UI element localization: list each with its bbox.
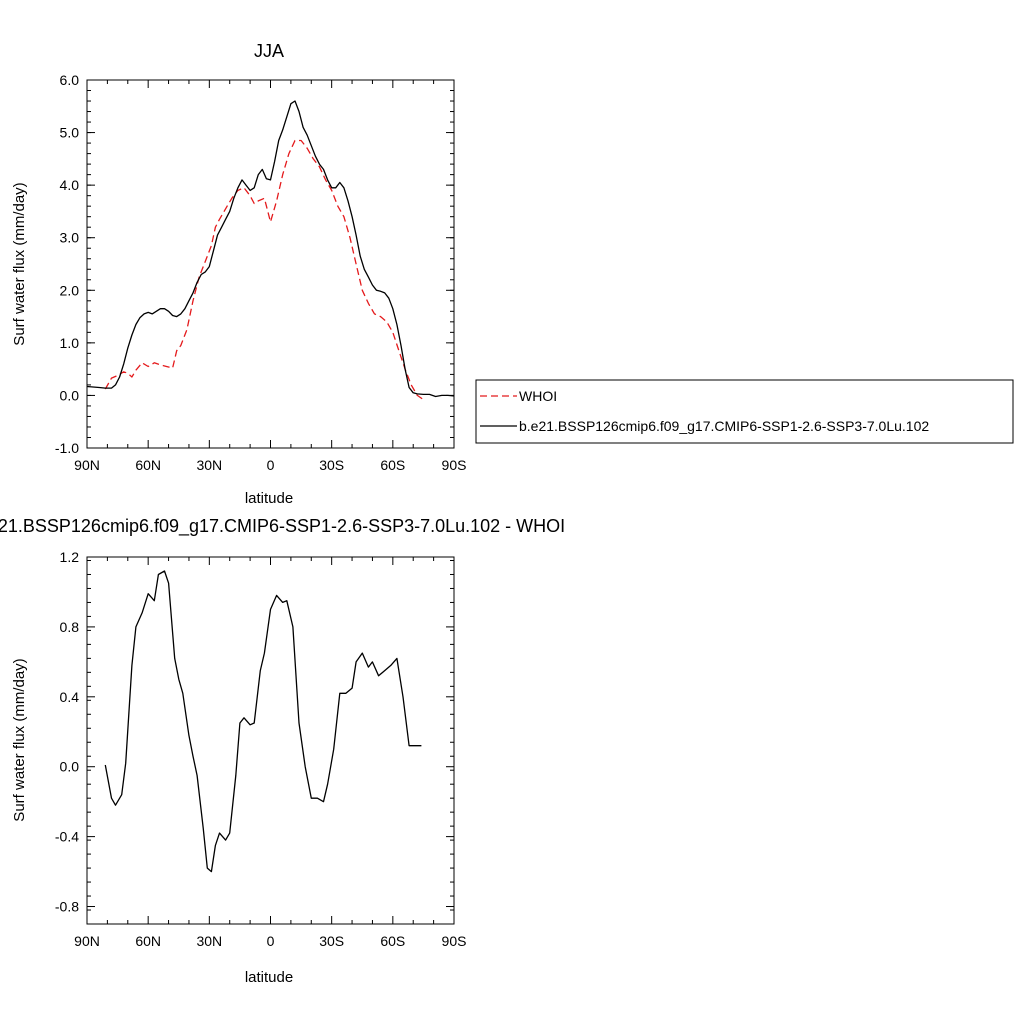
legend-box: [475, 379, 1014, 444]
y-tick-label: 4.0: [60, 177, 80, 193]
y-tick-label: 6.0: [60, 72, 80, 88]
axis-ticks: [86, 556, 455, 925]
chart-title: JJA: [254, 41, 284, 61]
axis-ticks: [86, 79, 455, 449]
x-tick-label: 30N: [196, 457, 222, 473]
x-tick-label: 0: [267, 457, 275, 473]
y-tick-label: -0.8: [55, 899, 79, 915]
y-tick-label: 1.0: [60, 335, 80, 351]
x-axis-label: latitude: [245, 969, 293, 986]
series-lines: [104, 570, 422, 873]
x-tick-label: 60N: [135, 933, 161, 949]
legend-label-whoi: WHOI: [519, 388, 557, 404]
x-tick-label: 90N: [74, 933, 100, 949]
y-tick-label: 3.0: [60, 230, 80, 246]
tick-labels: 90N 60N 30N 0 30S 60S 90S -0.8 -0.4 0.0 0.4 0.8 1.2: [55, 549, 467, 949]
x-axis-label: latitude: [245, 490, 293, 507]
series-line-model: [86, 100, 455, 398]
bottom-chart: b.e21.BSSP126cmip6.f09_g17.CMIP6-SSP1-2.…: [0, 516, 565, 986]
series-line-whoi: [104, 139, 424, 401]
y-tick-label: 2.0: [60, 282, 80, 298]
chart-title: b.e21.BSSP126cmip6.f09_g17.CMIP6-SSP1-2.…: [0, 516, 565, 537]
plot-frame: [86, 79, 455, 449]
y-tick-label: 0.0: [60, 387, 80, 403]
series-line-model: [104, 570, 422, 873]
x-tick-label: 90S: [442, 933, 467, 949]
x-tick-label: 60N: [135, 457, 161, 473]
x-tick-label: 90S: [442, 457, 467, 473]
y-tick-label: 0.4: [60, 689, 80, 705]
x-tick-label: 30N: [196, 933, 222, 949]
x-tick-label: 30S: [319, 933, 344, 949]
x-tick-label: 60S: [380, 933, 405, 949]
legend-label-model: b.e21.BSSP126cmip6.f09_g17.CMIP6-SSP1-2.…: [519, 418, 929, 434]
x-tick-label: 0: [267, 933, 275, 949]
x-tick-label: 90N: [74, 457, 100, 473]
series-lines: [86, 100, 455, 401]
y-axis-label: Surf water flux (mm/day): [11, 182, 28, 345]
x-tick-label: 60S: [380, 457, 405, 473]
tick-labels: 90N 60N 30N 0 30S 60S 90S -1.0 0.0 1.0 2.0 3.0 4.0 5.…: [55, 72, 467, 473]
y-tick-label: 1.2: [60, 549, 80, 565]
y-tick-label: -0.4: [55, 829, 79, 845]
top-chart: JJA 90N 60N 30N 0 30S 60S 90S -1.0 0.0 1.0 2.0 3.0 4…: [11, 41, 466, 507]
y-tick-label: 0.0: [60, 759, 80, 775]
y-tick-label: 5.0: [60, 125, 80, 141]
y-axis-label: Surf water flux (mm/day): [11, 658, 28, 821]
x-tick-label: 30S: [319, 457, 344, 473]
legend: WHOI b.e21.BSSP126cmip6.f09_g17.CMIP6-SS…: [475, 379, 1014, 444]
y-tick-label: -1.0: [55, 440, 79, 456]
y-tick-label: 0.8: [60, 619, 80, 635]
